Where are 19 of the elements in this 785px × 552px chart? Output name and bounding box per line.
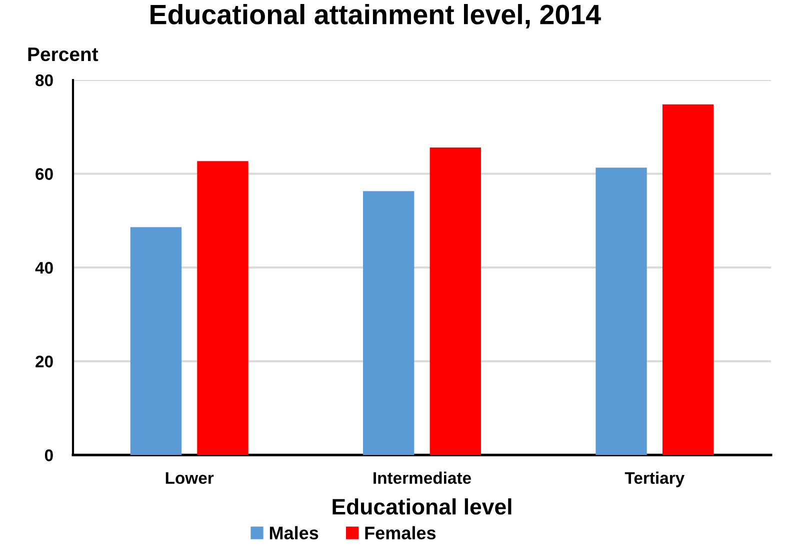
y-tick-label: 60: [36, 168, 53, 180]
x-axis-title: Educational level: [332, 498, 512, 515]
bar: [596, 168, 647, 455]
y-tick-label: 80: [36, 74, 53, 86]
y-tick-label: 0: [44, 449, 53, 462]
bar: [130, 227, 182, 455]
legend-label: Females: [365, 526, 436, 540]
x-tick-label: Tertiary: [624, 472, 685, 488]
bar: [197, 161, 248, 455]
chart-title: Educational attainment level, 2014: [150, 4, 601, 28]
x-tick-label: Intermediate: [374, 472, 471, 484]
x-tick-label: Lower: [166, 472, 214, 484]
bar: [363, 191, 414, 455]
legend-label: Males: [270, 526, 318, 540]
bar: [430, 148, 481, 455]
y-axis-title: Percent: [28, 48, 98, 62]
y-tick-label: 40: [35, 262, 53, 274]
bar: [662, 104, 714, 455]
y-tick-label: 20: [36, 356, 53, 368]
